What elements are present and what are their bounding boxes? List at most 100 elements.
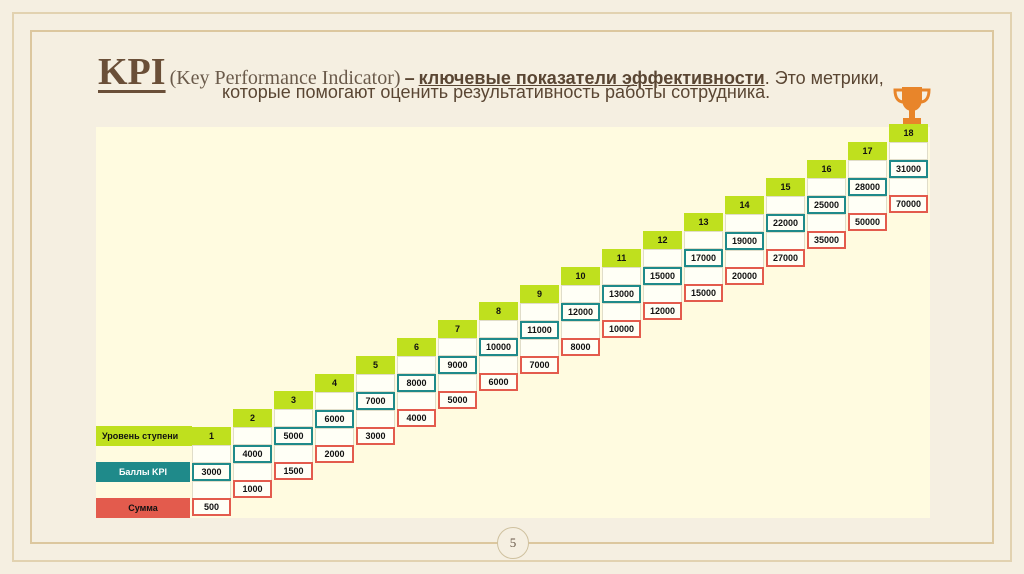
step-score-cell: 25000 <box>807 196 846 214</box>
title-dash: – <box>404 68 415 88</box>
step-sum-cell: 5000 <box>438 391 477 410</box>
step-gap-cell <box>561 320 600 339</box>
step-sum-cell: 10000 <box>602 320 641 338</box>
trophy-icon <box>893 87 931 124</box>
step-gap-cell <box>766 195 805 214</box>
step-gap-cell <box>889 142 928 161</box>
step-score-cell: 8000 <box>397 374 436 392</box>
step-score-cell: 7000 <box>356 391 395 410</box>
step-gap-cell <box>848 160 887 179</box>
step-gap-cell <box>602 267 641 285</box>
step-level-cell: 11 <box>602 249 641 267</box>
step-sum-cell: 8000 <box>561 337 600 356</box>
step-gap-cell <box>479 356 518 375</box>
step-gap-cell <box>233 427 272 446</box>
step-score-cell: 13000 <box>602 285 641 303</box>
step-gap-cell <box>561 284 600 303</box>
step-level-cell: 4 <box>315 373 354 392</box>
step-sum-cell: 3000 <box>356 426 395 445</box>
step-sum-cell: 15000 <box>684 284 723 303</box>
outer-frame <box>12 12 1012 562</box>
step-score-cell: 17000 <box>684 249 723 268</box>
step-sum-cell: 50000 <box>848 213 887 232</box>
step-level-cell: 12 <box>643 231 682 250</box>
step-score-cell: 12000 <box>561 302 600 321</box>
slide-title: KPI (Key Performance Indicator) – ключев… <box>98 50 958 94</box>
step-score-cell: 22000 <box>766 213 805 232</box>
step-gap-cell <box>602 303 641 321</box>
step-score-cell: 11000 <box>520 320 559 339</box>
step-gap-cell <box>192 445 231 463</box>
step-gap-cell <box>438 374 477 393</box>
kpi-heading: KPI <box>98 51 166 93</box>
step-score-cell: 9000 <box>438 356 477 375</box>
step-level-cell: 8 <box>479 302 518 321</box>
step-gap-cell <box>274 409 313 428</box>
step-gap-cell <box>479 320 518 339</box>
step-gap-cell <box>725 213 764 232</box>
step-score-cell: 28000 <box>848 178 887 197</box>
step-sum-cell: 27000 <box>766 248 805 267</box>
step-sum-cell: 1000 <box>233 480 272 499</box>
step-sum-cell: 500 <box>192 498 231 516</box>
step-level-cell: 9 <box>520 284 559 303</box>
step-score-cell: 5000 <box>274 427 313 446</box>
step-gap-cell <box>274 445 313 464</box>
legend-score: Баллы KPI <box>96 462 190 482</box>
step-score-cell: 19000 <box>725 231 764 250</box>
step-score-cell: 15000 <box>643 267 682 286</box>
step-score-cell: 10000 <box>479 338 518 357</box>
step-sum-cell: 1500 <box>274 462 313 481</box>
step-level-cell: 10 <box>561 266 600 285</box>
step-level-cell: 16 <box>807 160 846 178</box>
kpi-expansion: (Key Performance Indicator) <box>169 67 401 89</box>
step-level-cell: 15 <box>766 177 805 196</box>
page-number: 5 <box>497 527 529 559</box>
step-gap-cell <box>397 392 436 410</box>
step-gap-cell <box>520 338 559 357</box>
step-score-cell: 6000 <box>315 409 354 428</box>
step-gap-cell <box>192 481 231 499</box>
step-sum-cell: 12000 <box>643 302 682 321</box>
step-level-cell: 7 <box>438 320 477 339</box>
step-gap-cell <box>807 178 846 196</box>
step-gap-cell <box>315 391 354 410</box>
title-rest: . Это метрики, <box>764 68 884 88</box>
step-gap-cell <box>643 285 682 304</box>
step-level-cell: 6 <box>397 338 436 356</box>
page-line-left <box>32 542 497 543</box>
step-gap-cell <box>889 178 928 197</box>
step-level-cell: 1 <box>192 427 231 445</box>
step-gap-cell <box>643 249 682 268</box>
step-gap-cell <box>356 373 395 392</box>
step-score-cell: 4000 <box>233 445 272 464</box>
step-gap-cell <box>807 214 846 232</box>
step-level-cell: 5 <box>356 355 395 374</box>
step-sum-cell: 20000 <box>725 266 764 285</box>
step-sum-cell: 6000 <box>479 373 518 392</box>
step-score-cell: 31000 <box>889 160 928 179</box>
legend-sum: Сумма <box>96 498 190 518</box>
kpi-keyword: ключевые показатели эффективности <box>418 68 765 88</box>
step-gap-cell <box>520 302 559 321</box>
step-sum-cell: 35000 <box>807 231 846 249</box>
step-level-cell: 17 <box>848 142 887 161</box>
step-level-cell: 14 <box>725 195 764 214</box>
step-level-cell: 2 <box>233 409 272 428</box>
step-gap-cell <box>315 427 354 446</box>
legend-level: Уровень ступени <box>96 426 192 446</box>
step-level-cell: 18 <box>889 124 928 143</box>
step-gap-cell <box>684 231 723 250</box>
step-sum-cell: 4000 <box>397 409 436 427</box>
step-level-cell: 13 <box>684 213 723 232</box>
title-line-2: которые помогают оценить результативност… <box>222 82 771 102</box>
step-sum-cell: 2000 <box>315 444 354 463</box>
step-gap-cell <box>725 249 764 268</box>
step-sum-cell: 7000 <box>520 355 559 374</box>
step-level-cell: 3 <box>274 391 313 410</box>
page-line-right <box>527 542 994 543</box>
step-gap-cell <box>684 267 723 286</box>
step-gap-cell <box>848 196 887 215</box>
step-sum-cell: 70000 <box>889 195 928 214</box>
step-gap-cell <box>356 409 395 428</box>
